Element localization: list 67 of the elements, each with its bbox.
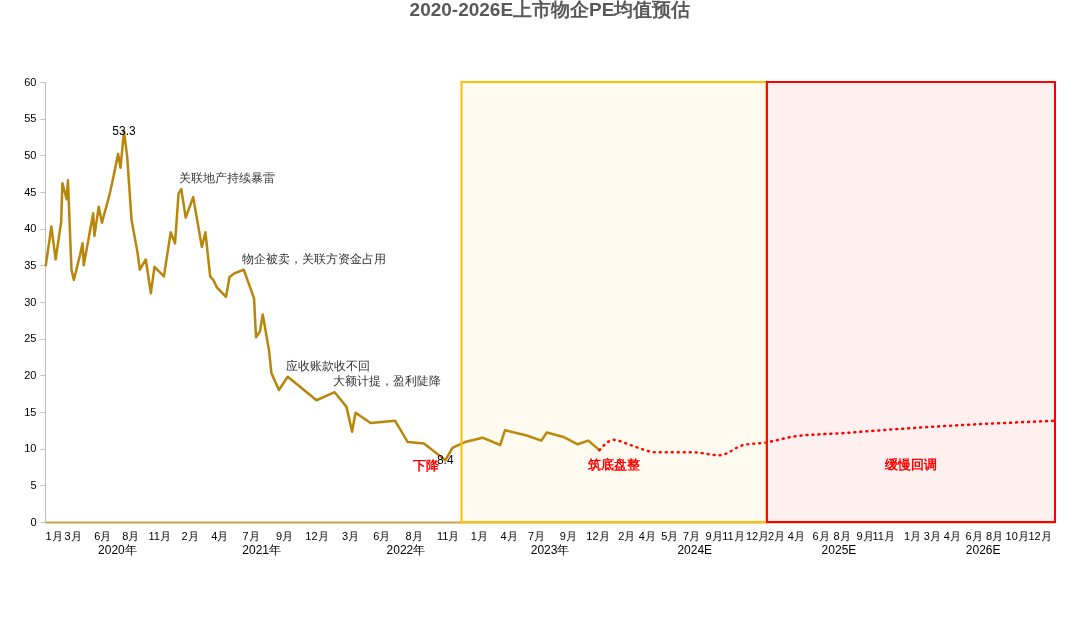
x2-tick-label: 2024E — [677, 542, 713, 557]
band-label: 筑底盘整 — [587, 456, 642, 472]
x-tick-label: 9月 — [276, 529, 294, 542]
y-tick-label: 25 — [24, 332, 37, 345]
x2-tick-label: 2026E — [965, 542, 1001, 557]
annotation: 应收账款收不回 — [285, 358, 370, 373]
annotation: 大额计提，盈利陡降 — [332, 374, 441, 389]
x-tick-label: 4月 — [500, 529, 518, 542]
x-tick-label: 4月 — [943, 529, 961, 542]
x-tick-label: 7月 — [528, 529, 546, 542]
x-tick-label: 8月 — [405, 529, 423, 542]
x-tick-label: 7月 — [683, 529, 701, 542]
x-tick-label: 11月 — [148, 529, 171, 542]
x2-tick-label: 2023年 — [530, 542, 570, 557]
data-label: 53.3 — [112, 124, 137, 139]
x-tick-label: 4月 — [638, 529, 656, 542]
x2-tick-label: 2025E — [821, 542, 857, 557]
x-tick-label: 10月 — [1005, 529, 1029, 542]
x-tick-label: 1月 — [903, 529, 922, 542]
x-tick-label: 8月 — [986, 529, 1004, 542]
y-tick-label: 40 — [24, 222, 37, 235]
x-tick-label: 11月 — [722, 529, 745, 542]
y-tick-label: 45 — [24, 185, 37, 198]
y-tick-label: 50 — [24, 148, 37, 161]
y-tick-label: 20 — [24, 368, 37, 381]
x-tick-label: 11月 — [872, 529, 895, 542]
x-tick-label: 7月 — [242, 529, 260, 542]
x-tick-label: 2月 — [181, 529, 199, 542]
x-tick-label: 8月 — [833, 529, 851, 542]
y-tick-label: 35 — [24, 258, 37, 271]
x-tick-label: 11月 — [436, 529, 460, 542]
y-tick-label: 0 — [30, 515, 37, 528]
x-tick-label: 6月 — [94, 529, 112, 542]
y-tick-label: 55 — [24, 112, 37, 125]
x-tick-label: 3月 — [341, 529, 360, 542]
y-tick-label: 15 — [24, 405, 37, 418]
line-series — [598, 419, 1056, 457]
x-tick-label: 9月 — [856, 529, 874, 542]
x-tick-label: 5月 — [661, 529, 679, 542]
annotation: 物企被卖，关联方资金占用 — [241, 251, 386, 266]
x-tick-label: 2月 — [618, 529, 636, 542]
x-tick-label: 9月 — [559, 529, 577, 542]
x-tick-label: 1月 — [45, 529, 63, 542]
x-tick-label: 3月 — [64, 529, 82, 542]
x2-tick-label: 2022年 — [386, 542, 426, 557]
x-tick-label: 6月 — [373, 529, 391, 542]
x-tick-label: 12月 — [586, 529, 610, 542]
x-tick-label: 12月 — [305, 529, 329, 542]
x-tick-label: 12月 — [1028, 529, 1052, 542]
band-label: 缓慢回调 — [883, 456, 937, 472]
x-tick-label: 6月 — [812, 529, 830, 542]
y-tick-label: 60 — [24, 75, 37, 88]
x-tick-label: 2月 — [767, 529, 786, 542]
x-tick-label: 8月 — [122, 529, 140, 542]
x-tick-label: 3月 — [923, 529, 941, 542]
x-tick-label: 6月 — [965, 529, 983, 542]
x-tick-label: 9月 — [705, 529, 723, 542]
x2-tick-label: 2021年 — [242, 542, 281, 557]
chart-title: 2020-2026E上市物企PE均值预估 — [409, 0, 691, 20]
x-tick-label: 4月 — [211, 529, 229, 542]
x-tick-label: 1月 — [470, 529, 488, 542]
y-tick-label: 5 — [30, 478, 37, 491]
y-tick-label: 10 — [24, 442, 37, 455]
y-tick-label: 30 — [24, 295, 37, 308]
x2-tick-label: 2020年 — [98, 542, 137, 557]
annotation: 关联地产持续暴雷 — [179, 171, 276, 186]
x-tick-label: 4月 — [787, 529, 805, 542]
